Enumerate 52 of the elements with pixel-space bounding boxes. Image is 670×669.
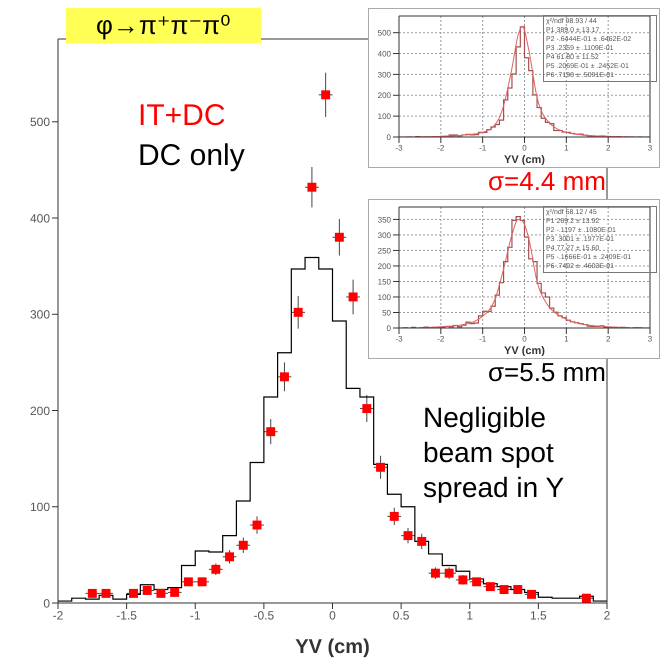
y-tick-label: 150 <box>378 277 392 286</box>
x-tick-label: -0.5 <box>254 608 275 623</box>
x-tick-label: -1 <box>479 334 487 344</box>
y-tick-label: 400 <box>30 211 50 226</box>
x-tick-label: 1 <box>564 144 570 153</box>
x-tick-label: -1 <box>190 608 201 623</box>
x-tick-label: 1 <box>466 608 474 623</box>
y-tick-label: 500 <box>30 115 50 130</box>
y-tick-label: 100 <box>30 500 50 514</box>
y-tick-label: 0 <box>43 596 50 610</box>
x-tick-label: -2 <box>52 608 64 623</box>
y-tick-label: 300 <box>378 230 392 240</box>
x-axis-title: YV (cm) <box>504 345 546 357</box>
x-tick-label: 2 <box>604 608 611 623</box>
x-tick-label: 0 <box>522 334 528 344</box>
x-tick-label: 1.5 <box>530 608 548 623</box>
annotation: σ=5.5 mm <box>488 357 606 388</box>
chart-title: φ→π⁺π⁻π⁰ <box>66 8 261 43</box>
y-tick-label: 50 <box>382 308 392 318</box>
x-tick-label: 2 <box>606 144 611 153</box>
x-axis-title: YV (cm) <box>295 636 370 658</box>
x-axis-title: YV (cm) <box>504 154 546 166</box>
annotation: σ=4.4 mm <box>488 166 606 197</box>
x-tick-label: 3 <box>648 334 653 344</box>
x-tick-label: 3 <box>648 144 653 153</box>
x-tick-label: -2 <box>437 144 445 153</box>
y-tick-label: 350 <box>378 215 392 224</box>
text: DC only <box>138 138 245 174</box>
x-tick-label: 0.5 <box>392 608 410 623</box>
y-tick-label: 0 <box>386 324 392 333</box>
x-tick-label: 2 <box>606 334 611 344</box>
x-tick-label: 1 <box>564 334 570 344</box>
y-tick-label: 200 <box>30 404 50 418</box>
text: IT+DC <box>138 98 227 134</box>
y-tick-label: 250 <box>378 246 392 256</box>
annotation: Negligible beam spot spread in Y <box>423 401 566 505</box>
x-tick-label: -2 <box>437 334 445 344</box>
y-tick-label: 300 <box>30 308 50 322</box>
x-tick-label: 0 <box>329 608 336 623</box>
x-tick-label: -1.5 <box>116 608 138 623</box>
y-tick-label: 500 <box>378 28 392 38</box>
y-tick-label: 100 <box>378 292 392 302</box>
x-tick-label: 0 <box>522 144 528 153</box>
y-tick-label: 100 <box>378 112 392 121</box>
y-tick-label: 200 <box>378 262 392 271</box>
y-tick-label: 200 <box>378 91 392 100</box>
x-tick-label: -1 <box>479 144 487 153</box>
y-tick-label: 0 <box>386 132 392 142</box>
y-tick-label: 300 <box>378 70 392 80</box>
x-tick-label: -3 <box>395 144 404 153</box>
y-tick-label: 400 <box>378 49 392 58</box>
x-tick-label: -3 <box>395 334 404 344</box>
